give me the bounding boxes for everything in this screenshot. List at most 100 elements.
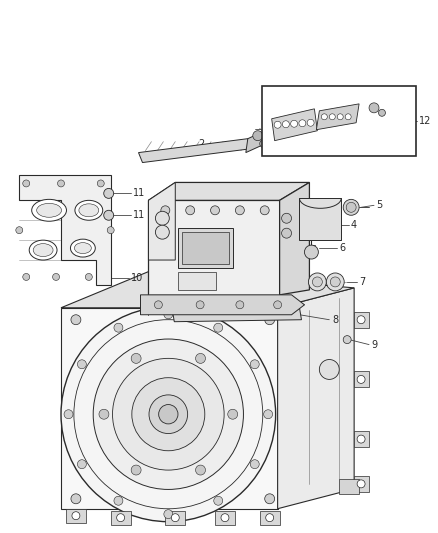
Circle shape: [228, 409, 238, 419]
Bar: [178, 272, 216, 290]
Text: 11: 11: [133, 210, 145, 220]
Circle shape: [265, 315, 275, 325]
Ellipse shape: [29, 240, 57, 260]
Circle shape: [337, 114, 343, 120]
Bar: [354, 476, 369, 492]
Circle shape: [357, 375, 365, 383]
Circle shape: [357, 316, 365, 324]
Bar: [260, 511, 279, 524]
Circle shape: [357, 435, 365, 443]
Circle shape: [131, 465, 141, 475]
Circle shape: [85, 273, 92, 280]
Circle shape: [312, 277, 322, 287]
Circle shape: [329, 114, 335, 120]
Bar: [205, 275, 275, 297]
Ellipse shape: [74, 243, 91, 254]
Circle shape: [23, 273, 30, 280]
Polygon shape: [148, 200, 279, 295]
Circle shape: [274, 301, 282, 309]
Polygon shape: [61, 308, 278, 508]
Bar: [354, 372, 369, 387]
Circle shape: [307, 119, 314, 126]
Polygon shape: [141, 295, 304, 315]
Circle shape: [211, 206, 219, 215]
Circle shape: [357, 480, 365, 488]
Polygon shape: [19, 175, 111, 285]
Bar: [178, 228, 233, 268]
Circle shape: [114, 496, 123, 505]
Ellipse shape: [33, 244, 53, 256]
Circle shape: [346, 203, 356, 212]
Circle shape: [61, 307, 276, 522]
Circle shape: [378, 109, 385, 116]
Circle shape: [186, 206, 194, 215]
Text: 7: 7: [359, 277, 365, 287]
Circle shape: [164, 510, 173, 519]
Circle shape: [282, 228, 292, 238]
Circle shape: [369, 103, 379, 113]
Circle shape: [171, 514, 179, 522]
Circle shape: [266, 514, 274, 522]
Circle shape: [265, 494, 275, 504]
Text: 5: 5: [376, 200, 382, 211]
Circle shape: [283, 121, 290, 128]
Circle shape: [78, 360, 86, 369]
Circle shape: [132, 378, 205, 451]
Circle shape: [113, 358, 224, 470]
Circle shape: [149, 395, 187, 433]
Polygon shape: [279, 182, 309, 295]
Bar: [200, 272, 279, 302]
Circle shape: [343, 336, 351, 344]
Circle shape: [319, 360, 339, 379]
Circle shape: [131, 353, 141, 364]
Ellipse shape: [79, 204, 99, 217]
Text: 1: 1: [267, 124, 273, 134]
Bar: [354, 431, 369, 447]
Circle shape: [155, 225, 170, 239]
Ellipse shape: [71, 239, 95, 257]
Circle shape: [343, 199, 359, 215]
Text: 12: 12: [419, 116, 431, 126]
Circle shape: [57, 180, 64, 187]
Polygon shape: [148, 182, 175, 260]
Circle shape: [195, 465, 205, 475]
Bar: [300, 198, 341, 240]
Ellipse shape: [32, 199, 67, 221]
Circle shape: [159, 405, 178, 424]
Circle shape: [164, 310, 173, 319]
Circle shape: [221, 514, 229, 522]
Bar: [215, 511, 235, 524]
Circle shape: [71, 494, 81, 504]
Circle shape: [291, 120, 297, 127]
Circle shape: [299, 120, 306, 127]
Text: 8: 8: [332, 314, 339, 325]
Circle shape: [16, 227, 23, 233]
Circle shape: [104, 188, 114, 198]
Circle shape: [250, 360, 259, 369]
Bar: [66, 508, 86, 523]
Circle shape: [330, 277, 340, 287]
Circle shape: [260, 206, 269, 215]
Circle shape: [196, 301, 204, 309]
Circle shape: [155, 211, 170, 225]
Circle shape: [107, 227, 114, 233]
Polygon shape: [172, 308, 301, 322]
Circle shape: [93, 339, 244, 489]
Circle shape: [235, 206, 244, 215]
Text: 2: 2: [198, 139, 205, 149]
Polygon shape: [316, 104, 359, 130]
Circle shape: [71, 315, 81, 325]
Bar: [111, 511, 131, 524]
Bar: [165, 511, 185, 524]
Circle shape: [117, 514, 124, 522]
Circle shape: [345, 114, 351, 120]
Polygon shape: [148, 182, 309, 200]
Circle shape: [64, 410, 73, 419]
Circle shape: [260, 140, 268, 148]
Circle shape: [78, 459, 86, 469]
Circle shape: [264, 410, 272, 419]
Circle shape: [155, 301, 162, 309]
Circle shape: [250, 459, 259, 469]
Circle shape: [97, 180, 104, 187]
Circle shape: [104, 211, 114, 220]
